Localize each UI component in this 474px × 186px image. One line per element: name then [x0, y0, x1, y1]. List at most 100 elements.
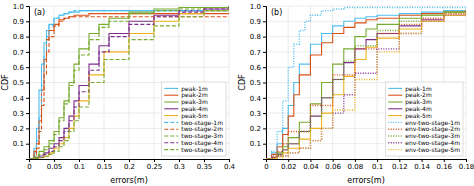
- tick: 0.9: [13, 18, 29, 26]
- tick: 0.05: [47, 159, 63, 171]
- tick-label: 0.9: [250, 18, 261, 26]
- tick: 0.04: [303, 159, 319, 171]
- tick-label: 0.1: [13, 140, 24, 148]
- legend-swatch: [164, 149, 178, 150]
- tick-mark: [444, 159, 445, 162]
- tick: 0.14: [414, 159, 430, 171]
- x-axis: 0 0.02 0.04 0.06 0.08 0.1 0.12 0.14 0.16 0.18: [264, 159, 474, 171]
- tick: 0.08: [348, 159, 364, 171]
- tick-label: 0.18: [459, 163, 474, 171]
- tick-label: 0.6: [13, 64, 25, 72]
- y-axis-title: CDF: [1, 74, 10, 91]
- tick-mark: [26, 144, 29, 145]
- legend: peak-1mpeak-2mpeak-3mpeak-4mpeak-5mtwo-s…: [161, 82, 226, 156]
- tick-mark: [26, 83, 29, 84]
- plot-area: [266, 8, 466, 159]
- tick: 0.06: [325, 159, 341, 171]
- cdf-line: [266, 9, 466, 159]
- tick: 0.02: [281, 159, 297, 171]
- grid-line: [266, 67, 466, 68]
- tick-mark: [263, 144, 266, 145]
- panel: 00.020.040.060.080.10.120.140.160.180.10…: [238, 3, 474, 185]
- legend-swatch: [388, 95, 402, 96]
- x-axis-title: errors(m): [110, 176, 148, 185]
- tick-label: 0.06: [325, 163, 341, 171]
- legend-swatch: [388, 101, 402, 102]
- plot-area: [29, 6, 229, 159]
- legend-label: env-two-stage-5m: [405, 146, 460, 154]
- cdf-line: [266, 11, 466, 159]
- tick: 0.1: [372, 159, 383, 171]
- tick-label: 0.2: [13, 125, 24, 133]
- tick-mark: [26, 98, 29, 99]
- tick: 0.18: [459, 159, 474, 171]
- tick: 0.4: [13, 95, 29, 103]
- legend-swatch: [388, 135, 402, 136]
- tick-mark: [129, 159, 130, 162]
- tick-label: 0.1: [372, 163, 383, 171]
- tick-mark: [204, 159, 205, 162]
- grid-line: [29, 67, 229, 68]
- tick-mark: [263, 37, 266, 38]
- y-axis: 0.10.20.30.40.50.60.70.80.91.0: [250, 3, 267, 160]
- tick-mark: [26, 6, 29, 7]
- tick-mark: [263, 6, 266, 7]
- axis-line: [263, 7, 267, 160]
- tick-label: 0.3: [250, 110, 261, 118]
- tick-label: 0.08: [348, 163, 364, 171]
- tick-mark: [263, 98, 266, 99]
- axis-line: [267, 160, 467, 163]
- legend-frame: [161, 82, 226, 156]
- tick-label: 0.1: [250, 140, 261, 148]
- tick-mark: [79, 159, 80, 162]
- tick-mark: [263, 83, 266, 84]
- tick-mark: [466, 159, 467, 162]
- tick-mark: [422, 159, 423, 162]
- tick-label: 0.15: [97, 163, 113, 171]
- tick-label: 0.7: [250, 49, 261, 57]
- tick-label: 0.12: [392, 163, 408, 171]
- tick-mark: [179, 159, 180, 162]
- legend-swatch: [164, 142, 178, 143]
- tick: 0: [27, 159, 31, 171]
- tick: 0.3: [250, 110, 266, 118]
- y-axis-title: CDF: [238, 74, 247, 91]
- tick-mark: [263, 67, 266, 68]
- tick: 0.5: [13, 79, 29, 87]
- tick-label: 0.14: [414, 163, 430, 171]
- tick: 0.2: [13, 125, 29, 133]
- legend-swatch: [388, 88, 402, 89]
- axis-line: [26, 7, 30, 160]
- panel-title: (b): [271, 8, 282, 17]
- tick: 0.7: [250, 49, 266, 57]
- tick-mark: [26, 21, 29, 22]
- tick-label: 0.02: [281, 163, 297, 171]
- tick-label: 0.05: [47, 163, 63, 171]
- tick: 0.16: [436, 159, 452, 171]
- tick: 0.1: [250, 140, 266, 148]
- legend-swatch: [164, 95, 178, 96]
- tick: 0.2: [124, 159, 135, 171]
- tick: 0.35: [197, 159, 213, 171]
- legend-label: two-stage-5m: [181, 146, 223, 154]
- tick-label: 0.25: [147, 163, 163, 171]
- tick: 0.1: [13, 140, 29, 148]
- tick-mark: [377, 159, 378, 162]
- figure: 00.050.10.150.20.250.30.350.40.10.20.30.…: [0, 0, 474, 186]
- tick-mark: [263, 21, 266, 22]
- tick-mark: [310, 159, 311, 162]
- tick: 0.5: [250, 79, 266, 87]
- tick-label: 0.04: [303, 163, 319, 171]
- tick: 0: [264, 159, 268, 171]
- cdf-line: [29, 6, 229, 159]
- grid-line: [29, 6, 229, 7]
- legend-swatch: [388, 122, 402, 123]
- tick: 0.2: [250, 125, 266, 133]
- tick: 0.4: [250, 95, 266, 103]
- legend-swatch: [388, 115, 402, 116]
- tick-mark: [104, 159, 105, 162]
- tick-mark: [26, 37, 29, 38]
- cdf-line: [29, 8, 229, 159]
- cdf-line: [266, 11, 466, 159]
- y-axis: 0.10.20.30.40.50.60.70.80.91.0: [13, 3, 30, 160]
